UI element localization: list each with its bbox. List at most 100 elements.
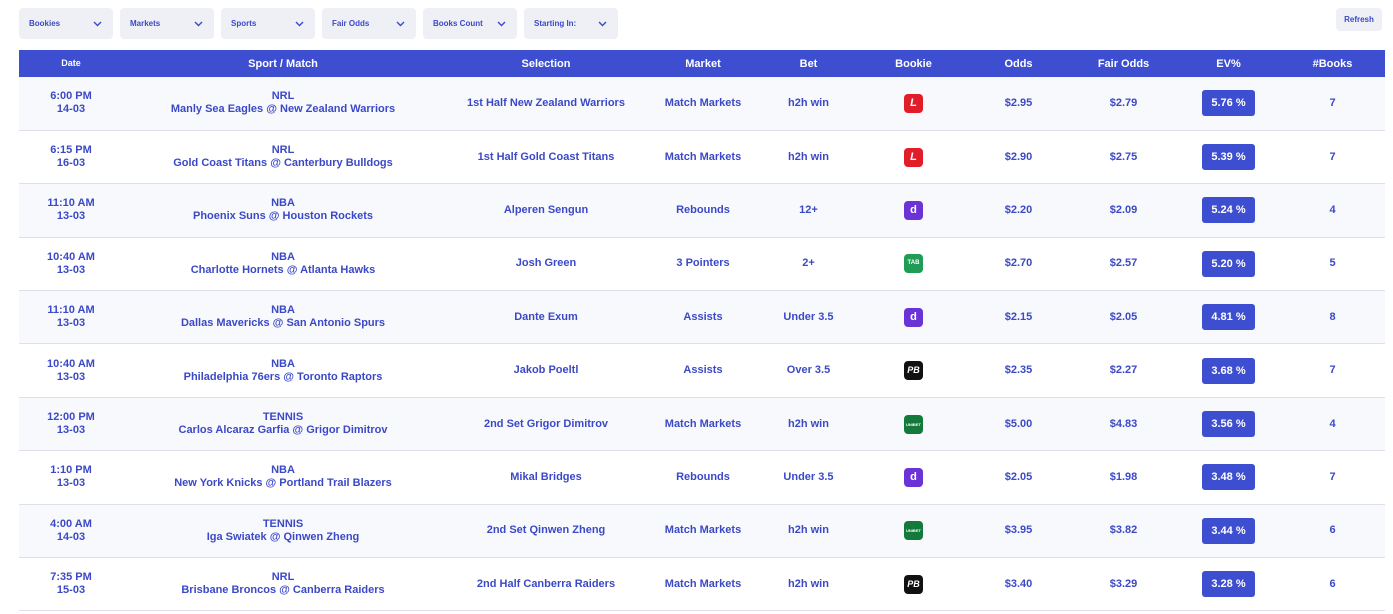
fair-odds-cell: $4.83 [1109,417,1138,430]
unibet-icon[interactable]: UNIBET [904,521,923,541]
column-header-ev[interactable]: EV% [1216,57,1241,70]
ev-cell: 5.24 % [1177,184,1280,237]
match-label: Carlos Alcaraz Garfia @ Grigor Dimitrov [178,424,388,437]
column-header-selection[interactable]: Selection [521,57,571,70]
ev-badge[interactable]: 5.39 % [1202,144,1255,171]
table-row[interactable]: 6:00 PM 14-03 NRL Manly Sea Eagles @ New… [19,77,1385,131]
table-header-row: Date Sport / Match Selection Market Bet … [19,50,1385,77]
event-date: 13-03 [56,317,86,330]
event-date: 14-03 [56,530,86,543]
ev-badge[interactable]: 3.44 % [1202,517,1255,544]
column-header-sport-match[interactable]: Sport / Match [248,57,318,70]
ev-badge[interactable]: 5.76 % [1202,90,1255,117]
fair-odds-cell: $2.79 [1109,96,1138,109]
table-row[interactable]: 7:35 PM 15-03 NRL Brisbane Broncos @ Can… [19,557,1385,611]
match-label: Gold Coast Titans @ Canterbury Bulldogs [173,157,393,170]
date-cell: 6:15 PM 16-03 [19,130,123,183]
date-cell: 10:40 AM 13-03 [19,344,123,397]
books-count-cell: 7 [1329,150,1336,163]
market-cell: Match Markets [664,577,742,590]
odds-cell: $2.95 [1004,96,1033,109]
pointsbet-icon[interactable]: PB [904,361,923,381]
filter-dropdown-sports[interactable]: Sports [221,8,315,39]
sport-label: NRL [271,90,295,103]
event-time: 10:40 AM [47,357,95,370]
odds-cell: $2.05 [1004,470,1033,483]
market-cell: Match Markets [664,417,742,430]
bet-cell: Under 3.5 [783,470,834,483]
sport-match-cell: NBA Philadelphia 76ers @ Toronto Raptors [123,344,443,397]
odds-cell: $2.35 [1004,364,1033,377]
ev-badge[interactable]: 3.56 % [1202,411,1255,438]
ev-cell: 5.20 % [1177,237,1280,290]
sport-label: NRL [271,571,295,584]
sport-label: NBA [271,304,295,317]
filter-dropdown-bookies[interactable]: Bookies [19,8,113,39]
ev-badge[interactable]: 5.24 % [1202,197,1255,224]
match-label: Philadelphia 76ers @ Toronto Raptors [183,370,383,383]
bookie-cell: PB [860,558,967,611]
ev-badge[interactable]: 5.20 % [1202,250,1255,277]
match-label: Iga Swiatek @ Qinwen Zheng [206,530,360,543]
table-row[interactable]: 1:10 PM 13-03 NBA New York Knicks @ Port… [19,450,1385,505]
sport-label: TENNIS [262,517,304,530]
event-time: 11:10 AM [47,197,95,210]
table-row[interactable]: 10:40 AM 13-03 NBA Philadelphia 76ers @ … [19,343,1385,398]
table-row[interactable]: 11:10 AM 13-03 NBA Dallas Mavericks @ Sa… [19,290,1385,344]
refresh-button[interactable]: Refresh [1336,8,1382,31]
column-header-market[interactable]: Market [685,57,721,70]
ev-badge[interactable]: 3.48 % [1202,464,1255,491]
filter-label: Sports [231,19,257,28]
dabble-icon[interactable]: d [904,200,923,220]
ev-cell: 4.81 % [1177,291,1280,344]
books-count-cell: 4 [1329,203,1336,216]
column-header-books[interactable]: #Books [1312,57,1353,70]
table-row[interactable]: 11:10 AM 13-03 NBA Phoenix Suns @ Housto… [19,183,1385,238]
sport-match-cell: NRL Brisbane Broncos @ Canberra Raiders [123,558,443,611]
dabble-icon[interactable]: d [904,307,923,327]
ev-badge[interactable]: 4.81 % [1202,304,1255,331]
filter-dropdown-starting-in[interactable]: Starting In: [524,8,618,39]
bet-cell: Over 3.5 [786,364,831,377]
ev-cell: 3.56 % [1177,397,1280,450]
column-header-bookie[interactable]: Bookie [895,57,932,70]
filter-dropdown-books-count[interactable]: Books Count [423,8,517,39]
odds-cell: $2.70 [1004,257,1033,270]
market-cell: Match Markets [664,524,742,537]
column-header-fair-odds[interactable]: Fair Odds [1097,57,1150,70]
match-label: Dallas Mavericks @ San Antonio Spurs [180,317,386,330]
chevron-down-icon [91,18,103,30]
market-cell: Rebounds [676,203,730,216]
books-count-cell: 6 [1329,577,1336,590]
market-cell: Rebounds [676,470,730,483]
tab-icon[interactable]: TAB [904,254,923,274]
ev-cell: 3.28 % [1177,558,1280,611]
selection-cell: Josh Green [515,257,577,270]
table-row[interactable]: 10:40 AM 13-03 NBA Charlotte Hornets @ A… [19,237,1385,291]
event-time: 7:35 PM [50,571,92,584]
pointsbet-icon[interactable]: PB [904,574,923,594]
unibet-icon[interactable]: UNIBET [904,414,923,434]
column-header-date[interactable]: Date [61,58,81,68]
column-header-bet[interactable]: Bet [799,57,818,70]
date-cell: 4:00 AM 14-03 [19,504,123,557]
selection-cell: Dante Exum [514,310,578,323]
bookie-cell: UNIBET [860,504,967,557]
ev-badge[interactable]: 3.68 % [1202,357,1255,384]
filter-dropdown-fair-odds[interactable]: Fair Odds [322,8,416,39]
chevron-down-icon [293,18,305,30]
ev-badge[interactable]: 3.28 % [1202,571,1255,598]
filter-dropdown-markets[interactable]: Markets [120,8,214,39]
market-cell: Match Markets [664,150,742,163]
bet-cell: h2h win [788,417,829,430]
table-row[interactable]: 12:00 PM 13-03 TENNIS Carlos Alcaraz Gar… [19,397,1385,451]
chevron-down-icon [192,18,204,30]
ladbrokes-icon[interactable]: L [904,93,923,113]
column-header-odds[interactable]: Odds [1004,57,1033,70]
filter-label: Starting In: [534,19,577,28]
ladbrokes-icon[interactable]: L [904,147,923,167]
table-row[interactable]: 4:00 AM 14-03 TENNIS Iga Swiatek @ Qinwe… [19,504,1385,558]
table-row[interactable]: 6:15 PM 16-03 NRL Gold Coast Titans @ Ca… [19,130,1385,184]
dabble-icon[interactable]: d [904,467,923,487]
event-date: 13-03 [56,477,86,490]
